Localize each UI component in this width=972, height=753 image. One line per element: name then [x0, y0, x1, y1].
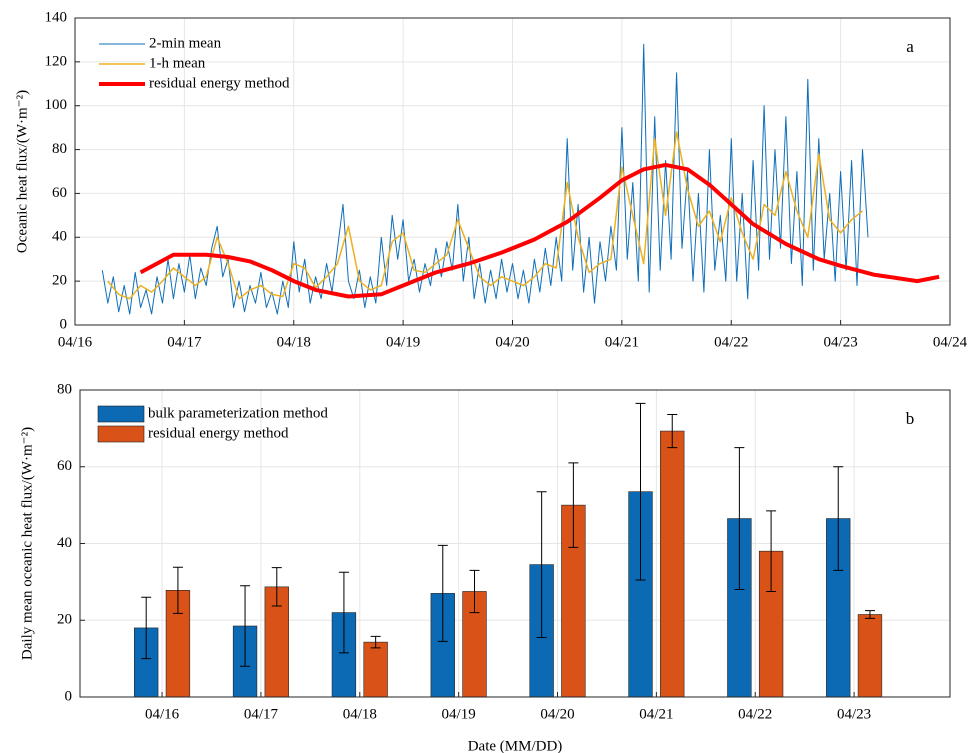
bar: [660, 430, 685, 698]
x-tick-label: 04/17: [244, 706, 279, 722]
x-tick-label: 04/16: [145, 706, 180, 722]
x-tick-label: 04/18: [277, 334, 311, 350]
x-tick-label: 04/20: [495, 334, 529, 350]
legend-label: 2-min mean: [149, 35, 222, 51]
error-bar: [833, 466, 844, 571]
x-tick-label: 04/21: [605, 334, 639, 350]
y-tick-label: 20: [52, 273, 67, 289]
legend-swatch: [97, 405, 145, 423]
x-tick-label: 04/19: [386, 334, 420, 350]
error-bar: [536, 491, 547, 639]
y-tick-label: 60: [52, 185, 67, 201]
x-axis-label: Date (MM/DD): [468, 738, 563, 753]
legend-label: residual energy method: [149, 75, 290, 91]
y-tick-label: 40: [57, 535, 72, 551]
error-bar: [437, 544, 448, 642]
y-tick-label: 60: [57, 458, 72, 474]
x-tick-label: 04/23: [824, 334, 858, 350]
y-axis-label: Oceanic heat flux/(W·m⁻²): [14, 90, 30, 253]
y-tick-label: 80: [52, 141, 67, 157]
plot-frame: [74, 17, 951, 326]
error-bar: [370, 635, 381, 649]
bar: [857, 614, 883, 698]
x-tick-label: 04/23: [837, 706, 871, 722]
x-tick-label: 04/20: [540, 706, 574, 722]
error-bar: [635, 402, 646, 581]
y-tick-label: 120: [45, 53, 68, 69]
data-line: [107, 131, 863, 300]
y-tick-label: 0: [60, 316, 68, 332]
x-tick-label: 04/24: [933, 334, 968, 350]
y-tick-label: 0: [65, 688, 73, 704]
x-tick-label: 04/17: [167, 334, 202, 350]
data-line: [139, 162, 940, 299]
x-tick-label: 04/22: [738, 706, 772, 722]
y-tick-label: 100: [45, 97, 68, 113]
error-bar: [240, 585, 251, 667]
y-tick-label: 80: [57, 381, 72, 397]
error-bar: [667, 414, 678, 449]
x-tick-label: 04/16: [58, 334, 93, 350]
panel-label: a: [906, 37, 914, 56]
legend-swatch: [97, 425, 145, 443]
x-tick-label: 04/22: [714, 334, 748, 350]
plot-frame: [79, 389, 951, 698]
error-bar: [766, 510, 777, 592]
x-tick-label: 04/18: [343, 706, 377, 722]
error-bar: [469, 569, 480, 614]
panel-label: b: [906, 409, 915, 428]
data-line: [101, 43, 869, 315]
legend-label: bulk parameterization method: [148, 405, 328, 421]
y-axis-label: Daily mean oceanic heat flux/(W·m⁻²): [19, 427, 35, 660]
error-bar: [271, 567, 282, 607]
error-bar: [141, 596, 152, 660]
bar: [363, 641, 388, 698]
y-tick-label: 140: [45, 9, 68, 25]
x-tick-label: 04/21: [639, 706, 673, 722]
error-bar: [734, 447, 745, 591]
error-bar: [338, 571, 349, 654]
legend-label: 1-h mean: [149, 55, 206, 71]
y-tick-label: 40: [52, 229, 67, 245]
y-tick-label: 20: [57, 612, 72, 628]
error-bar: [864, 610, 875, 619]
x-tick-label: 04/19: [442, 706, 476, 722]
error-bar: [172, 566, 183, 614]
legend-label: residual energy method: [148, 425, 289, 441]
error-bar: [568, 462, 579, 548]
